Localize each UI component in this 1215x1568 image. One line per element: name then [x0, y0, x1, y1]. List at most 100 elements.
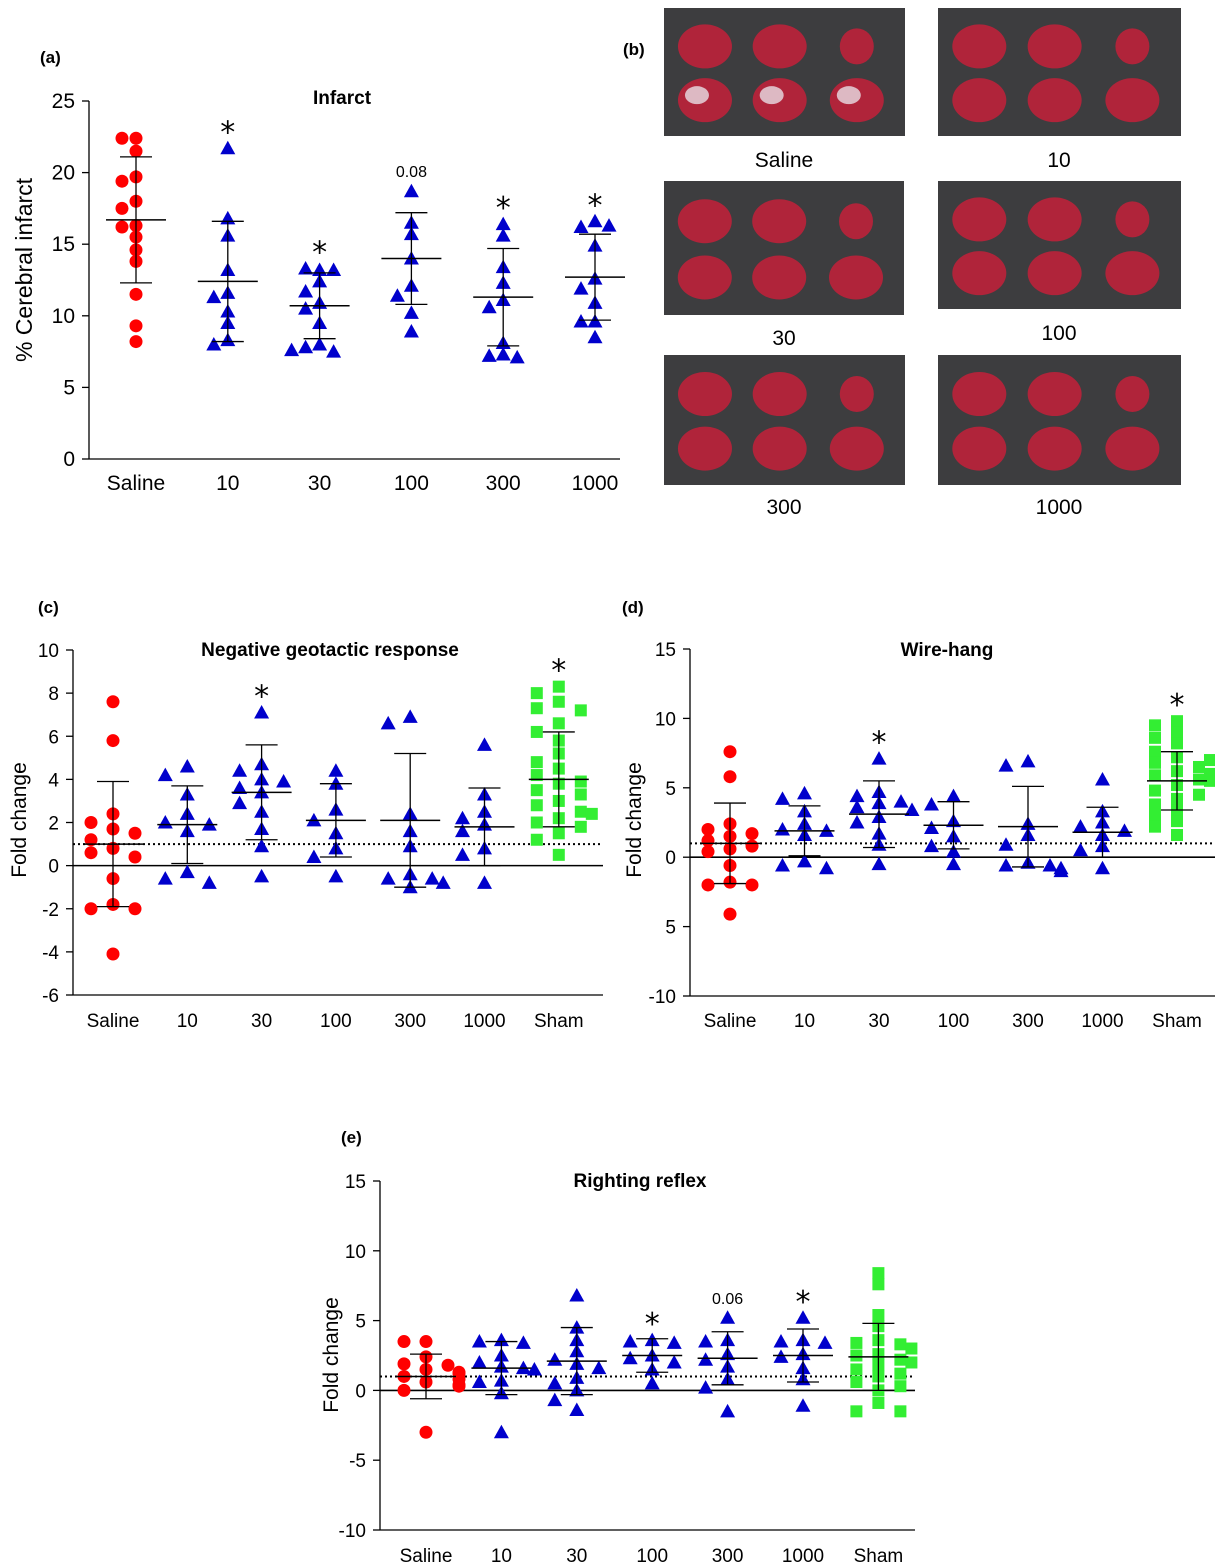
drug-data-point	[477, 737, 492, 751]
x-tick-label: 30	[566, 1546, 587, 1567]
drug-data-point	[775, 791, 790, 805]
drug-data-point	[666, 1335, 682, 1349]
saline-data-point	[129, 335, 143, 349]
x-tick-label: 1000	[1081, 1011, 1123, 1032]
sham-data-point	[1149, 809, 1161, 822]
y-tick-label: 6	[48, 727, 59, 748]
sham-data-point	[894, 1338, 907, 1351]
image-caption-saline: Saline	[755, 149, 813, 172]
drug-data-point	[495, 228, 511, 242]
panel-e-y-axis-label: Fold change	[320, 1297, 343, 1413]
drug-data-point	[797, 853, 812, 868]
x-tick-label: 30	[868, 1011, 889, 1032]
x-tick-label: 30	[308, 472, 331, 495]
x-tick-label: Sham	[854, 1546, 904, 1567]
sham-data-point	[552, 680, 565, 693]
x-tick-label: 300	[486, 472, 521, 495]
x-tick-label: 100	[636, 1546, 668, 1567]
sham-data-point	[1149, 798, 1161, 811]
y-tick-label: -5	[349, 1451, 366, 1472]
drug-data-point	[797, 785, 812, 800]
saline-data-point	[115, 174, 129, 188]
drug-data-point	[666, 1354, 682, 1369]
x-tick-label: 1000	[463, 1011, 505, 1032]
sham-data-point	[850, 1336, 863, 1349]
brain-slice	[752, 199, 807, 244]
saline-data-point	[397, 1357, 411, 1371]
drug-data-point	[477, 875, 492, 889]
drug-data-point	[328, 763, 344, 777]
saline-data-point	[745, 827, 759, 841]
panel-a-y-axis-label: % Cerebral infarct	[11, 177, 37, 362]
y-tick-label: 10	[655, 709, 676, 730]
brain-slice	[1105, 251, 1160, 296]
drug-data-point	[998, 837, 1014, 851]
saline-data-point	[441, 1358, 455, 1372]
brain-slice	[752, 24, 807, 69]
y-tick-label: 10	[52, 305, 75, 328]
sham-data-point	[872, 1396, 885, 1409]
brain-slice	[1027, 251, 1082, 296]
x-tick-label: 100	[394, 472, 429, 495]
brain-slice	[952, 372, 1007, 416]
drug-data-point	[157, 871, 173, 885]
sham-data-point	[585, 807, 598, 820]
saline-data-point	[129, 144, 143, 158]
saline-data-point	[723, 745, 737, 759]
drug-data-point	[276, 774, 292, 788]
sham-data-point	[1204, 767, 1215, 780]
sham-data-point	[1193, 760, 1205, 773]
significance-asterisk: *	[872, 726, 887, 761]
drug-data-point	[493, 1424, 509, 1439]
brain-slice	[839, 203, 873, 240]
brain-slice	[1027, 78, 1082, 123]
sham-data-point	[850, 1376, 863, 1389]
drug-data-point	[1095, 860, 1110, 875]
significance-asterisk: *	[588, 188, 603, 223]
sham-data-point	[552, 827, 565, 840]
sham-data-point	[894, 1405, 907, 1418]
sham-data-point	[850, 1349, 863, 1362]
drug-data-point	[455, 810, 470, 825]
panel-b-brain-slice-images: (b) Saline 10 30 100 300 1000	[623, 8, 1181, 519]
x-tick-label: 10	[491, 1546, 512, 1567]
drug-data-point	[481, 348, 497, 362]
saline-data-point	[129, 131, 143, 145]
drug-data-point	[775, 821, 790, 836]
drug-data-point	[547, 1375, 563, 1390]
drug-data-point	[220, 140, 236, 155]
drug-data-point	[179, 864, 195, 879]
drug-data-point	[849, 799, 865, 814]
drug-data-point	[424, 871, 440, 885]
drug-data-point	[326, 344, 342, 358]
brain-slice	[952, 78, 1007, 123]
brain-slice	[839, 28, 874, 65]
sham-data-point	[850, 1405, 863, 1418]
drug-data-point	[403, 183, 419, 198]
saline-data-point	[115, 220, 129, 234]
brain-slice-photo-30	[664, 181, 904, 315]
x-tick-label: Sham	[1152, 1011, 1202, 1032]
brain-slice	[677, 24, 732, 69]
sham-data-point	[530, 799, 543, 812]
drug-data-point	[547, 1352, 563, 1366]
saline-data-point	[106, 947, 120, 961]
y-tick-label: 15	[345, 1172, 366, 1193]
drug-data-point	[924, 820, 939, 835]
drug-data-point	[206, 289, 222, 304]
drug-data-point	[775, 858, 790, 872]
sham-data-point	[1204, 774, 1215, 787]
sham-data-point	[850, 1363, 863, 1376]
p-value-annotation: 0.06	[712, 1291, 743, 1308]
drug-data-point	[232, 795, 248, 810]
drug-data-point	[206, 336, 222, 351]
sham-data-point	[1193, 773, 1205, 786]
drug-data-point	[1073, 842, 1088, 857]
brain-slice	[677, 199, 732, 244]
brain-slice	[952, 24, 1007, 69]
x-tick-label: 300	[394, 1011, 426, 1032]
drug-data-point	[380, 715, 396, 730]
brain-slice	[839, 376, 874, 412]
x-tick-label: Saline	[87, 1011, 140, 1032]
